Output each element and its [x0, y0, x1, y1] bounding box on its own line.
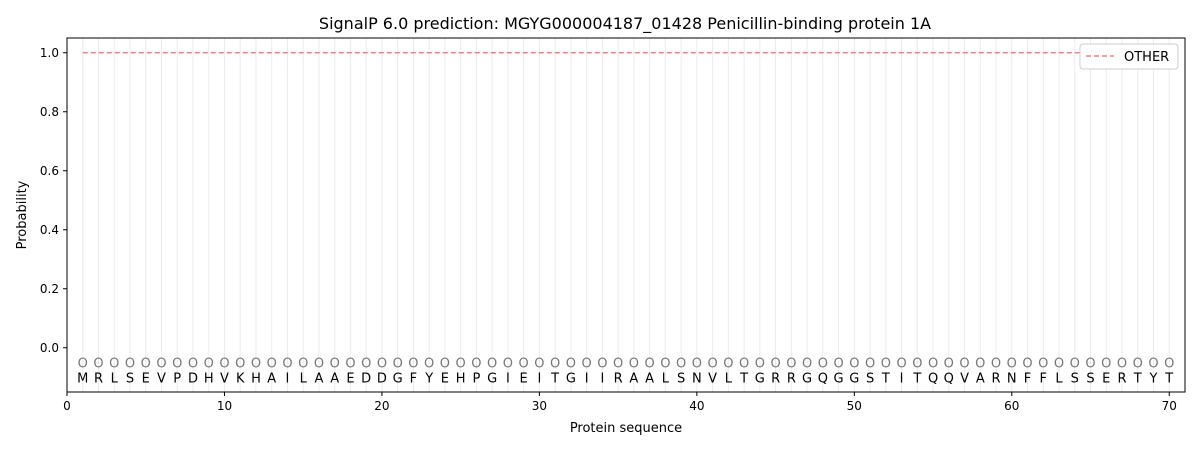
residue-letter: F — [410, 371, 417, 386]
residue-letter: A — [314, 371, 323, 386]
x-tick-label: 50 — [847, 399, 862, 413]
residue-letter: P — [472, 371, 480, 386]
residue-letter: Q — [818, 371, 828, 386]
legend-label-other: OTHER — [1124, 50, 1169, 65]
chart-title: SignalP 6.0 prediction: MGYG000004187_01… — [319, 14, 931, 34]
legend: OTHER — [1079, 43, 1179, 70]
y-tick-label: 0.8 — [40, 105, 59, 119]
x-tick-label: 20 — [374, 399, 389, 413]
residue-letter: I — [286, 371, 290, 386]
residue-letter: R — [787, 371, 796, 386]
residue-letter: T — [881, 371, 890, 386]
residue-letter: I — [585, 371, 589, 386]
residue-letter: G — [755, 371, 765, 386]
residue-letter: L — [1055, 371, 1063, 386]
residue-letter: R — [1117, 371, 1126, 386]
residue-letter: E — [1102, 371, 1110, 386]
residue-letter: E — [441, 371, 449, 386]
y-tick-label: 1.0 — [40, 46, 59, 60]
residue-letter: E — [142, 371, 150, 386]
residue-letter: H — [204, 371, 214, 386]
residue-letter: T — [1164, 371, 1173, 386]
residue-letter: G — [393, 371, 403, 386]
residue-letter: F — [1024, 371, 1031, 386]
residue-letter: N — [692, 371, 702, 386]
residue-letter: A — [629, 371, 638, 386]
residue-letter: L — [725, 371, 733, 386]
residue-letter: T — [912, 371, 921, 386]
residue-letter: V — [708, 371, 717, 386]
residue-letter: D — [188, 371, 198, 386]
residue-letter: V — [220, 371, 229, 386]
residue-letter: T — [550, 371, 559, 386]
residue-letter: A — [976, 371, 985, 386]
x-tick-label: 0 — [63, 399, 71, 413]
residue-letter: A — [267, 371, 276, 386]
residue-letter: G — [849, 371, 859, 386]
plot-frame — [66, 37, 1186, 393]
residue-letter: A — [330, 371, 339, 386]
residue-letter: E — [520, 371, 528, 386]
residue-letter: Q — [944, 371, 954, 386]
residue-letter: G — [566, 371, 576, 386]
residue-letter: E — [346, 371, 354, 386]
predicted-labels: OOOOOOOOOOOOOOOOOOOOOOOOOOOOOOOOOOOOOOOO… — [78, 357, 1175, 372]
residue-letter: L — [300, 371, 308, 386]
y-tick-label: 0.2 — [40, 282, 59, 296]
residue-letter: V — [960, 371, 969, 386]
x-tick-label: 30 — [532, 399, 547, 413]
residue-letter: L — [662, 371, 670, 386]
x-tick-label: 10 — [217, 399, 232, 413]
residue-letter: I — [537, 371, 541, 386]
residue-letter: R — [771, 371, 780, 386]
residue-letter: S — [1086, 371, 1094, 386]
residue-letter: D — [377, 371, 387, 386]
legend-box — [1079, 43, 1179, 70]
residue-letter: T — [1133, 371, 1142, 386]
y-axis-label: Probability — [15, 180, 30, 249]
residue-letter: I — [900, 371, 904, 386]
residue-letter: I — [600, 371, 604, 386]
residue-letter: R — [94, 371, 103, 386]
residue-letter: L — [111, 371, 119, 386]
residue-letter: Y — [424, 371, 433, 386]
residue-letter: K — [236, 371, 245, 386]
residue-letter: S — [1071, 371, 1079, 386]
residue-letter: G — [834, 371, 844, 386]
x-axis-label: Protein sequence — [570, 421, 682, 436]
residue-letter: G — [487, 371, 497, 386]
x-tick-label: 60 — [1004, 399, 1019, 413]
residue-letter: A — [645, 371, 654, 386]
residue-letter: S — [126, 371, 134, 386]
residue-letter: S — [866, 371, 874, 386]
residue-letter: T — [739, 371, 748, 386]
residue-letter: D — [361, 371, 371, 386]
residue-letter: R — [992, 371, 1001, 386]
residue-letter: N — [1007, 371, 1017, 386]
x-tick-label: 40 — [689, 399, 704, 413]
residue-letter: G — [802, 371, 812, 386]
residue-letter: Y — [1149, 371, 1158, 386]
x-tick-label: 70 — [1162, 399, 1177, 413]
residue-letter: M — [77, 371, 88, 386]
residue-letter: H — [251, 371, 261, 386]
residue-letter: V — [157, 371, 166, 386]
residue-letter: P — [173, 371, 181, 386]
residue-letter: Q — [928, 371, 938, 386]
y-tick-label: 0.4 — [40, 223, 59, 237]
residue-letter: F — [1040, 371, 1047, 386]
residue-letter: I — [506, 371, 510, 386]
residue-letter: H — [456, 371, 466, 386]
y-tick-label: 0.6 — [40, 164, 59, 178]
y-tick-label: 0.0 — [40, 341, 59, 355]
residue-letter: S — [677, 371, 685, 386]
residue-letter: R — [614, 371, 623, 386]
